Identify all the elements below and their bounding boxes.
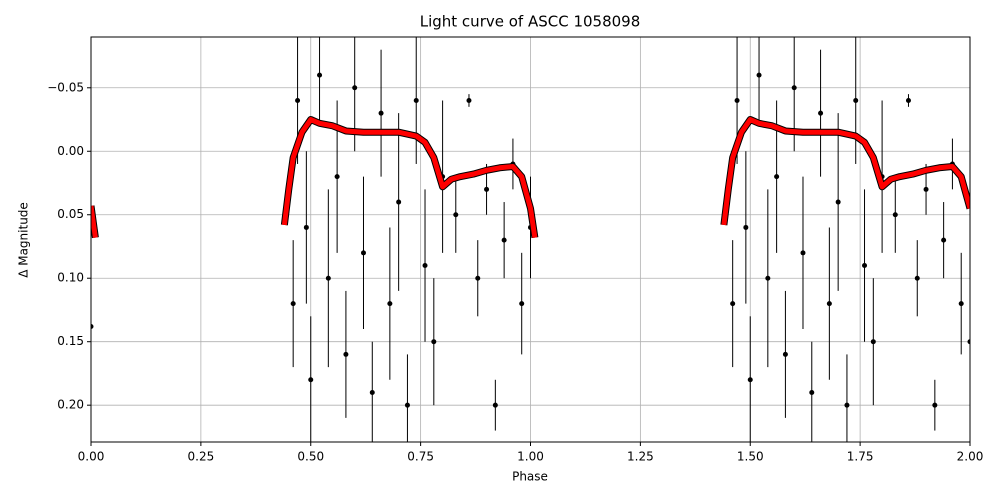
model-curve bbox=[721, 117, 970, 226]
data-point bbox=[853, 97, 859, 103]
data-point bbox=[800, 250, 806, 256]
y-tick-label: 0.20 bbox=[57, 398, 84, 412]
data-point bbox=[765, 275, 771, 281]
data-point bbox=[791, 85, 797, 91]
data-point bbox=[862, 263, 868, 269]
y-tick-label: 0.05 bbox=[57, 207, 84, 221]
data-point bbox=[967, 339, 970, 345]
x-tick-label: 1.50 bbox=[737, 450, 764, 464]
x-tick-label: 1.00 bbox=[517, 450, 544, 464]
data-point bbox=[892, 212, 898, 218]
data-point bbox=[413, 97, 419, 103]
data-point bbox=[747, 377, 753, 383]
data-point bbox=[475, 275, 481, 281]
y-tick-label: −0.05 bbox=[47, 80, 84, 94]
data-point bbox=[932, 402, 938, 408]
data-point bbox=[756, 72, 762, 78]
data-point bbox=[303, 224, 309, 230]
data-point bbox=[352, 85, 358, 91]
plot-area bbox=[91, 37, 970, 442]
data-point bbox=[835, 199, 841, 205]
data-point bbox=[466, 97, 472, 103]
data-point bbox=[484, 186, 490, 192]
data-point bbox=[396, 199, 402, 205]
data-point bbox=[308, 377, 314, 383]
x-tick-label: 1.75 bbox=[847, 450, 874, 464]
y-tick-label: 0.00 bbox=[57, 144, 84, 158]
data-point bbox=[958, 301, 964, 307]
data-point bbox=[422, 263, 428, 269]
data-point bbox=[91, 323, 94, 329]
x-tick-label: 0.50 bbox=[297, 450, 324, 464]
data-point bbox=[730, 301, 736, 307]
data-point bbox=[325, 275, 331, 281]
data-point bbox=[870, 339, 876, 345]
data-point bbox=[844, 402, 850, 408]
data-point bbox=[774, 174, 780, 180]
data-point bbox=[941, 237, 947, 243]
data-point bbox=[743, 224, 749, 230]
model-curve bbox=[281, 117, 538, 238]
data-point bbox=[378, 110, 384, 116]
data-point bbox=[905, 97, 911, 103]
data-point bbox=[431, 339, 437, 345]
data-point bbox=[826, 301, 832, 307]
data-point bbox=[334, 174, 340, 180]
x-axis-label: Phase bbox=[512, 470, 548, 484]
data-point bbox=[317, 72, 323, 78]
y-tick-label: 0.10 bbox=[57, 271, 84, 285]
x-tick-label: 0.00 bbox=[78, 450, 105, 464]
ticks: 0.00 0.25 0.50 0.75 1.00 1.25 1.50 1.75 2.00 −0.0… bbox=[47, 80, 983, 463]
data-point bbox=[914, 275, 920, 281]
data-point bbox=[453, 212, 459, 218]
chart-title: Light curve of ASCC 1058098 bbox=[420, 13, 641, 31]
data-point bbox=[923, 186, 929, 192]
data-point bbox=[492, 402, 498, 408]
data-point bbox=[501, 237, 507, 243]
data-point bbox=[782, 351, 788, 357]
data-point bbox=[295, 97, 301, 103]
x-tick-label: 0.25 bbox=[188, 450, 215, 464]
data-point bbox=[818, 110, 824, 116]
data-point bbox=[734, 97, 740, 103]
x-tick-label: 2.00 bbox=[957, 450, 984, 464]
model-curve bbox=[91, 205, 98, 238]
data-point bbox=[404, 402, 410, 408]
data-point bbox=[519, 301, 525, 307]
data-point bbox=[387, 301, 393, 307]
y-axis-label: Δ Magnitude bbox=[17, 202, 31, 278]
y-tick-label: 0.15 bbox=[57, 334, 84, 348]
x-tick-label: 0.75 bbox=[407, 450, 434, 464]
data-point bbox=[369, 389, 375, 395]
x-tick-label: 1.25 bbox=[627, 450, 654, 464]
data-point bbox=[809, 389, 815, 395]
model-curve bbox=[280, 116, 539, 239]
data-point bbox=[360, 250, 366, 256]
data-point bbox=[343, 351, 349, 357]
data-point bbox=[290, 301, 296, 307]
